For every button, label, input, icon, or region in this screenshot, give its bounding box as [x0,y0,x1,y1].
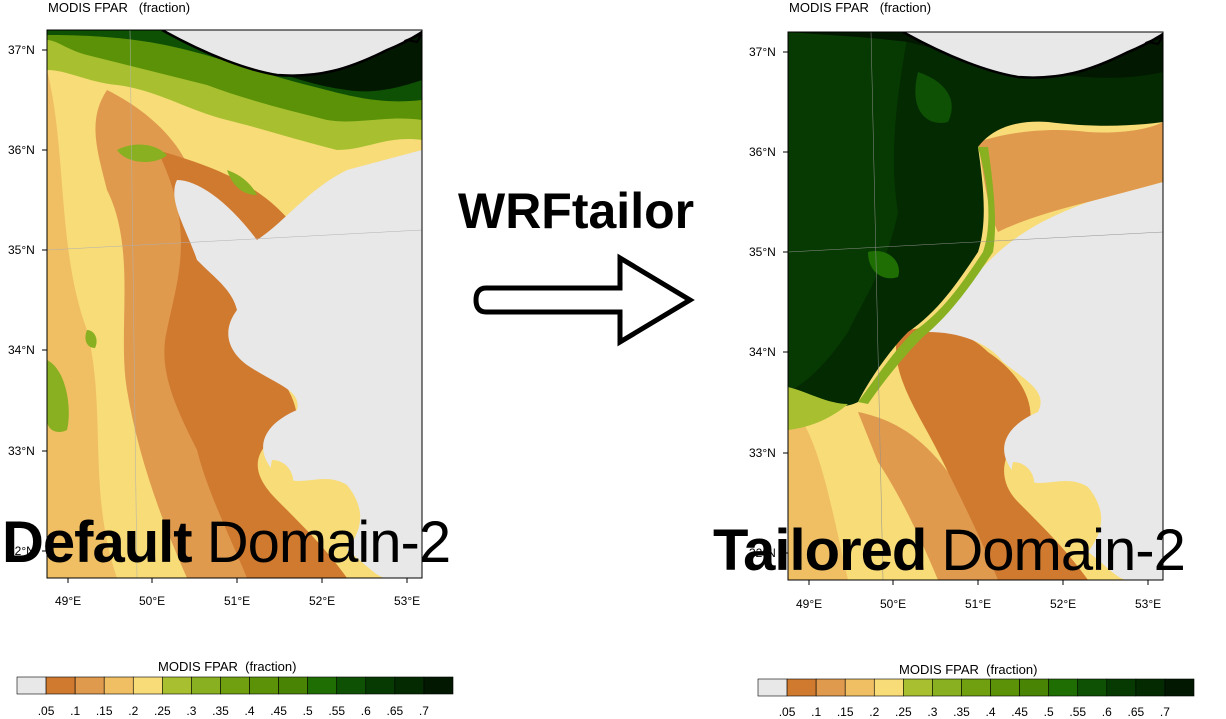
colorbar-label: .7 [418,704,429,718]
right-map-title: MODIS FPAR (fraction) [789,0,932,15]
colorbar-label: .05 [778,705,796,719]
colorbar-swatch [844,678,875,697]
left-colorbar-labels: .05 .1 .15 .2 .25 .3 .35 .4 .45 .5 .55 .6 .65 .7 [17,704,453,718]
default-domain-label: Default Domain-2 [2,514,451,572]
colorbar-label: .45 [270,704,287,718]
left-lon-tick-52: 52°E [309,594,336,608]
colorbar-swatch [74,676,105,695]
colorbar-swatch [336,676,367,695]
colorbar-swatch [249,676,279,695]
left-lat-tick-34: 34°N [8,343,35,357]
colorbar-swatch [45,676,76,695]
colorbar-label: .45 [1011,705,1028,719]
colorbar-swatch [815,678,846,697]
left-map [42,29,423,583]
colorbar-swatch [365,676,396,695]
colorbar-swatch [1019,678,1049,697]
right-lat-tick-33: 33°N [749,446,776,460]
colorbar-label: .35 [212,704,229,718]
colorbar-label: .05 [37,704,55,718]
left-lat-tick-32: 32°N [8,544,35,558]
colorbar-swatch [191,676,221,695]
colorbar-label: .35 [953,705,970,719]
left-colorbar-title: MODIS FPAR (fraction) [158,659,297,674]
colorbar-label: .15 [95,704,113,718]
colorbar-label: .55 [1069,705,1087,719]
tailored-domain-label: Tailored Domain-2 [713,522,1186,580]
colorbar-swatch [757,678,788,697]
colorbar-label: .3 [186,704,197,718]
colorbar-label: .4 [244,704,255,718]
right-colorbar [757,678,1195,697]
colorbar-swatch [103,676,134,695]
colorbar-swatch [394,676,425,695]
left-lat-tick-35: 35°N [8,243,35,257]
colorbar-swatch [1077,678,1108,697]
colorbar-label: .2 [869,705,880,719]
left-lat-tick-33: 33°N [8,444,35,458]
colorbar-swatch [162,676,192,695]
right-colorbar-labels: .05 .1 .15 .2 .25 .3 .35 .4 .45 .5 .55 .6 .65 .7 [758,705,1194,719]
right-lon-tick-51: 51°E [965,597,992,611]
colorbar-label: .15 [836,705,854,719]
right-lon-tick-52: 52°E [1050,597,1077,611]
colorbar-label: .5 [1043,705,1054,719]
left-colorbar [16,676,454,695]
right-colorbar-title: MODIS FPAR (fraction) [899,662,1038,677]
right-map [783,31,1164,585]
colorbar-swatch [1048,678,1079,697]
colorbar-swatch [278,676,308,695]
right-lat-tick-32: 32°N [749,546,776,560]
colorbar-label: .5 [302,704,313,718]
colorbar-label: .25 [894,705,912,719]
colorbar-label: .1 [811,705,822,719]
right-lon-tick-50: 50°E [880,597,907,611]
right-lat-tick-36: 36°N [749,145,776,159]
left-lat-tick-36: 36°N [8,143,35,157]
right-arrow-icon [473,253,695,347]
right-lon-tick-53: 53°E [1135,597,1162,611]
colorbar-swatch [423,676,454,695]
colorbar-swatch [307,676,338,695]
left-lon-tick-53: 53°E [394,594,421,608]
tailored-label-bold: Tailored [713,518,927,583]
left-lon-tick-51: 51°E [224,594,251,608]
right-lat-tick-37: 37°N [749,45,776,59]
colorbar-label: .65 [386,704,404,718]
colorbar-label: .6 [1101,705,1112,719]
colorbar-swatch [932,678,962,697]
colorbar-label: .55 [328,704,346,718]
left-lat-tick-37: 37°N [8,43,35,57]
colorbar-label: .3 [927,705,938,719]
colorbar-label: .1 [70,704,81,718]
left-lon-tick-49: 49°E [55,594,82,608]
colorbar-swatch [1135,678,1166,697]
colorbar-label: .4 [985,705,996,719]
colorbar-swatch [990,678,1020,697]
wrftailor-label: WRFtailor [458,183,695,239]
default-label-bold: Default [2,510,193,575]
tailored-label-rest: Domain-2 [926,518,1185,583]
colorbar-swatch [873,678,904,697]
right-lat-tick-35: 35°N [749,245,776,259]
colorbar-label: .25 [153,704,171,718]
colorbar-swatch [786,678,817,697]
left-map-title: MODIS FPAR (fraction) [48,0,191,15]
right-lat-tick-34: 34°N [749,345,776,359]
right-lon-tick-49: 49°E [796,597,823,611]
left-lon-tick-50: 50°E [139,594,166,608]
colorbar-label: .6 [360,704,371,718]
colorbar-swatch [16,676,47,695]
colorbar-label: .2 [128,704,139,718]
colorbar-label: .65 [1127,705,1145,719]
colorbar-swatch [903,678,933,697]
colorbar-swatch [132,676,163,695]
colorbar-swatch [1106,678,1137,697]
colorbar-label: .7 [1159,705,1170,719]
colorbar-swatch [961,678,991,697]
colorbar-swatch [220,676,250,695]
default-label-rest: Domain-2 [191,510,451,575]
colorbar-swatch [1164,678,1195,697]
